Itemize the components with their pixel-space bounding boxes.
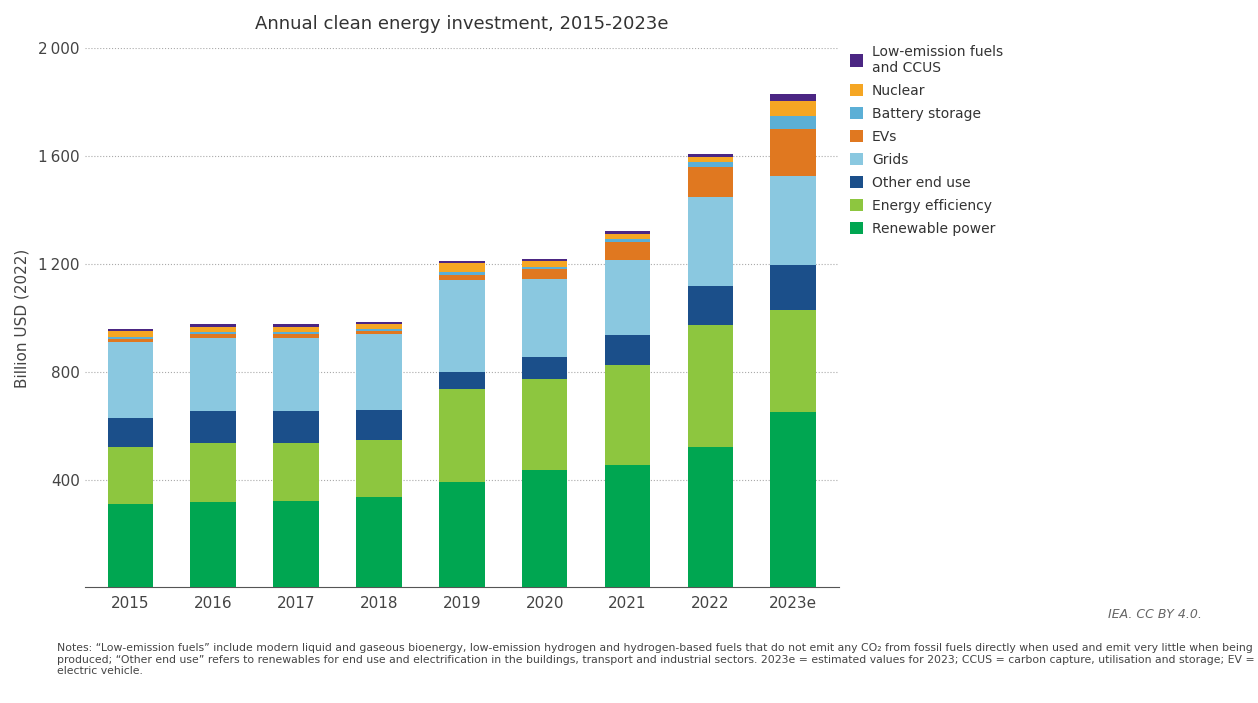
Bar [688,197,733,285]
Bar [688,447,733,587]
Bar [356,441,401,497]
Bar [190,332,237,334]
Bar [439,264,484,271]
Bar [108,418,153,447]
Bar [439,275,484,280]
Bar [688,167,733,197]
Bar [605,260,650,335]
Bar [356,329,401,331]
Bar [108,342,153,418]
Bar [108,504,153,587]
Bar [190,334,237,338]
Bar [356,324,401,329]
Title: Annual clean energy investment, 2015-2023e: Annual clean energy investment, 2015-202… [255,15,668,33]
Bar [770,265,816,310]
Bar [356,331,401,334]
Bar [190,326,237,332]
Bar [273,326,318,332]
Bar [605,239,650,243]
Bar [273,443,318,501]
Bar [770,116,816,129]
Bar [688,153,733,157]
Bar [522,269,567,279]
Bar [522,357,567,378]
Bar [108,447,153,504]
Legend: Low-emission fuels
and CCUS, Nuclear, Battery storage, EVs, Grids, Other end use: Low-emission fuels and CCUS, Nuclear, Ba… [849,44,1003,236]
Bar [439,271,484,275]
Bar [605,465,650,587]
Bar [439,389,484,482]
Bar [190,324,237,326]
Bar [605,365,650,465]
Bar [356,334,401,410]
Bar [770,94,816,101]
Bar [356,322,401,324]
Bar [770,101,816,116]
Bar [770,412,816,587]
Bar [356,410,401,441]
Bar [439,262,484,264]
Bar [273,324,318,326]
Bar [190,443,237,503]
Bar [605,234,650,239]
Text: IEA. CC BY 4.0.: IEA. CC BY 4.0. [1107,608,1201,621]
Bar [439,372,484,389]
Bar [273,338,318,411]
Bar [605,243,650,260]
Bar [688,162,733,167]
Text: Notes: “Low-emission fuels” include modern liquid and gaseous bioenergy, low-emi: Notes: “Low-emission fuels” include mode… [57,643,1254,676]
Bar [522,470,567,587]
Bar [439,482,484,587]
Bar [190,411,237,443]
Bar [770,129,816,176]
Bar [356,497,401,587]
Bar [522,267,567,269]
Bar [439,280,484,372]
Bar [273,334,318,338]
Bar [108,331,153,337]
Bar [522,378,567,470]
Bar [605,335,650,365]
Bar [770,310,816,412]
Bar [190,338,237,411]
Bar [108,329,153,331]
Bar [522,279,567,357]
Bar [688,325,733,447]
Bar [108,340,153,342]
Bar [605,231,650,234]
Bar [190,503,237,587]
Y-axis label: Billion USD (2022): Billion USD (2022) [15,248,30,387]
Bar [273,501,318,587]
Bar [273,411,318,443]
Bar [522,259,567,262]
Bar [688,285,733,325]
Bar [273,332,318,334]
Bar [770,176,816,265]
Bar [522,262,567,267]
Bar [108,337,153,340]
Bar [688,157,733,162]
